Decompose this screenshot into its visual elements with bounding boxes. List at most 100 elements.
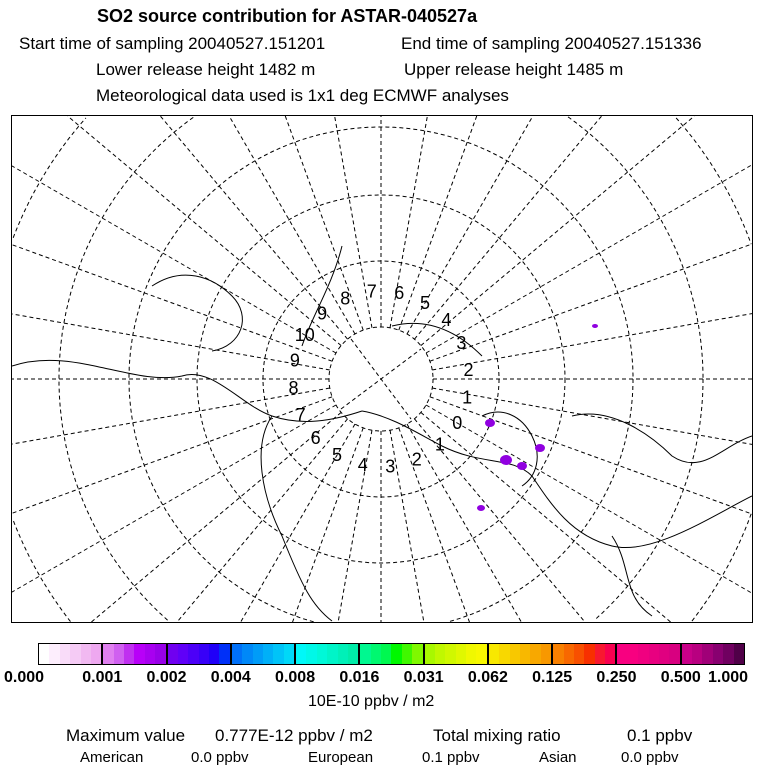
asian-label: Asian [539,749,577,766]
colorbar-swatch [188,644,199,664]
trajectory-label: 7 [367,282,377,302]
meridian-line [334,116,373,328]
colorbar-segment [424,644,489,664]
latitude-circle [12,117,752,622]
meridian-line [429,243,752,362]
colorbar-swatch [198,644,210,664]
colorbar-swatch [519,644,531,664]
trajectory-label: 10 [295,325,315,345]
colorbar-swatch [476,644,487,664]
meridian-line [389,116,428,328]
colorbar-swatch [124,644,135,664]
colorbar-tick-label: 0.008 [275,669,316,686]
trajectory-label: 4 [441,310,451,330]
met-data: Meteorological data used is 1x1 deg ECMW… [96,86,509,105]
coastline [481,411,538,487]
colorbar-swatch [231,644,243,664]
colorbar-swatch [638,644,649,664]
colorbar-swatch [306,644,317,664]
american-label: American [80,749,144,766]
colorbar-swatch [648,644,659,664]
colorbar-swatch [499,644,510,664]
colorbar-swatch [252,644,263,664]
colorbar-swatch [327,644,338,664]
end-time: End time of sampling 20040527.151336 [401,34,702,53]
colorbar-swatch [445,644,456,664]
trajectory-label: 6 [394,283,404,303]
meridian-line [425,164,752,354]
colorbar-swatch [103,644,114,664]
lower-release-height: Lower release height 1482 m [96,60,316,79]
trajectory-label: 4 [358,455,368,475]
colorbar-unit: 10E-10 ppbv / m2 [308,693,435,710]
colorbar-swatch [296,644,307,664]
colorbar-swatch [488,644,500,664]
meridian-line [420,116,695,346]
colorbar-segment [553,644,618,664]
colorbar-segment [296,644,361,664]
colorbar-tick-label: 0.031 [403,669,444,686]
colorbar-tick-label: 0.125 [532,669,573,686]
trajectory-label: 2 [463,360,473,380]
so2-plume [500,455,512,465]
coastline [611,535,653,617]
so2-plume [592,324,598,328]
meridian-line [12,313,330,371]
colorbar-swatch [167,644,178,664]
so2-plume [535,444,545,452]
latitude-circle [196,194,566,564]
trajectory-label: 2 [412,449,422,469]
colorbar-swatch [90,644,102,664]
colorbar-swatch [412,644,423,664]
colorbar-tick-label: 0.000 [3,669,45,686]
colorbar-swatch [360,644,371,664]
colorbar-tick-label: 0.016 [339,669,380,686]
colorbar-swatch [466,644,477,664]
colorbar-swatch [155,644,166,664]
trajectory-label: 6 [311,428,321,448]
colorbar-segment [617,644,682,664]
meridian-line [91,412,342,622]
american-value: 0.0 ppbv [191,749,249,766]
meridian-line [67,116,342,346]
colorbar-swatch [337,644,348,664]
colorbar-segment [103,644,168,664]
colorbar-swatch [617,644,628,664]
meridian-line [432,387,752,445]
colorbar-segment [360,644,425,664]
trajectory-label: 1 [462,387,472,407]
coastline [391,322,483,357]
latitude-circle [58,116,704,621]
colorbar-swatch [262,644,274,664]
colorbar-swatch [681,644,693,664]
coastline [260,415,333,622]
trajectory-label: 9 [317,304,327,324]
meridian-line [429,396,752,515]
colorbar-swatch [455,644,467,664]
colorbar-swatch [424,644,435,664]
colorbar-swatch [209,644,220,664]
meridian-line [292,427,364,622]
total-label: Total mixing ratio [433,726,561,745]
colorbar-swatch [658,644,670,664]
meridian-line [176,418,348,622]
colorbar-swatch [177,644,189,664]
trajectory-label: 0 [452,413,462,433]
colorbar-swatch [347,644,359,664]
trajectory-label: 3 [385,457,395,477]
trajectory-label: 8 [340,289,350,309]
colorbar-swatch [80,644,91,664]
coastline [301,245,343,347]
meridian-line [284,116,364,331]
colorbar-segment [488,644,554,664]
colorbar-swatch [553,644,564,664]
trajectory-label: 3 [456,333,466,353]
colorbar-segment [39,644,104,664]
colorbar-segment [681,644,744,664]
max-value: 0.777E-12 ppbv / m2 [215,726,373,745]
upper-release-height: Upper release height 1485 m [404,60,624,79]
colorbar-tick-label: 1.000 [707,669,749,686]
colorbar-swatch [219,644,230,664]
meridian-line [350,338,412,420]
